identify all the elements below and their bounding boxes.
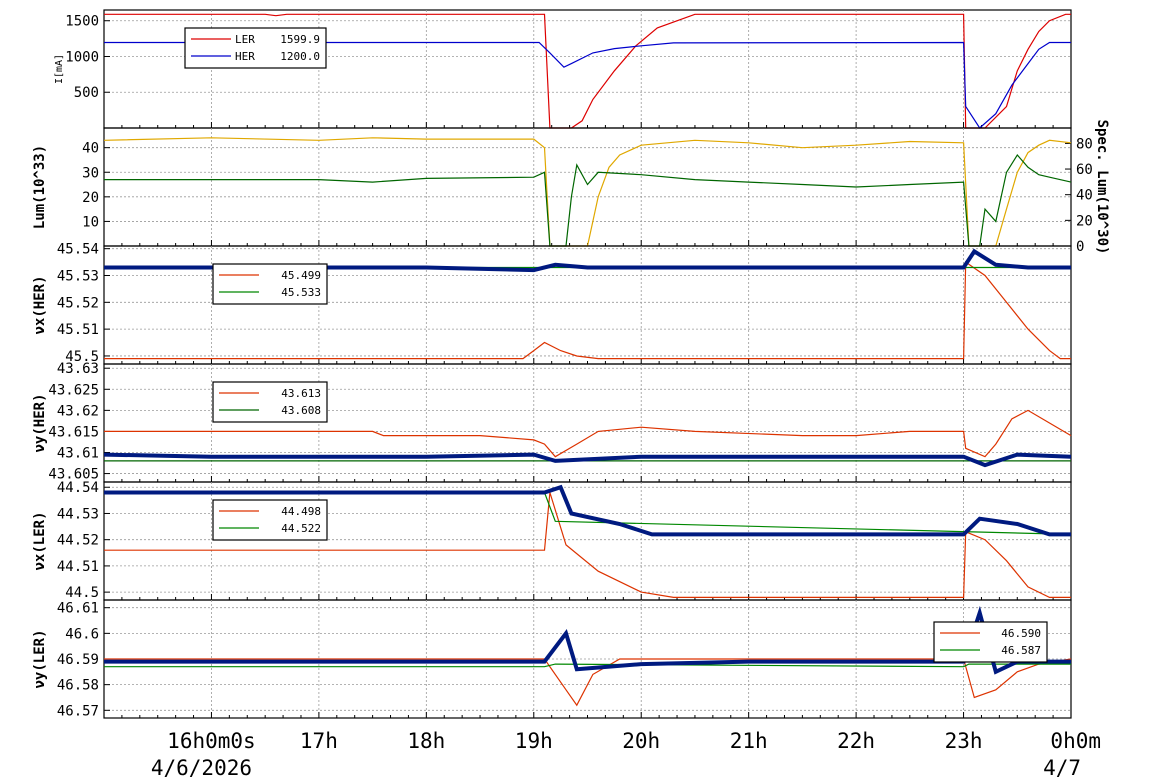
x-tick-label: 21h	[730, 729, 768, 753]
legend: 44.498 44.522	[212, 499, 328, 541]
x-tick-label: 22h	[837, 729, 875, 753]
y-tick-label: 45.51	[57, 322, 99, 338]
legend-value: 46.587	[1001, 644, 1041, 657]
y-tick-label: 1500	[65, 14, 99, 30]
panel-frame	[103, 127, 1072, 247]
y-axis-label: Lum(10^33)	[32, 145, 48, 229]
legend-value: 44.522	[281, 522, 321, 535]
x-tick-label: 16h0m0s	[167, 729, 256, 753]
y-tick-label: 43.61	[57, 446, 99, 462]
legend-value: 1200.0	[280, 50, 320, 63]
series-set-line	[104, 492, 1071, 598]
y-tick-label: 46.6	[65, 626, 99, 642]
x-tick-label: 19h	[515, 729, 553, 753]
series-data-dots	[103, 452, 1072, 468]
y-right-axis-label: Spec. Lum(10^30)	[1094, 120, 1110, 255]
y-tick-label: 43.63	[57, 361, 99, 377]
legend-box	[212, 499, 328, 541]
y-tick-label: 10	[82, 214, 99, 230]
legend: 45.499 45.533	[212, 263, 328, 305]
legend-value: 45.499	[281, 269, 321, 282]
y-tick-label: 45.5	[65, 349, 99, 365]
x-tick-label: 17h	[300, 729, 338, 753]
x-tick-label: 23h	[945, 729, 983, 753]
legend-value: 44.498	[281, 505, 321, 518]
panel-1: 500 1000 1500 I[mA] LER 1599.9 HER 1200.0	[54, 9, 1072, 129]
series-meas-line	[104, 663, 1071, 668]
series-Spec. Lum-line	[104, 153, 1072, 247]
legend-value: 46.590	[1001, 627, 1041, 640]
legend-box	[212, 263, 328, 305]
series-HER-line	[104, 41, 1071, 129]
x-date-label: 4/6/2026	[151, 756, 252, 780]
legend-value: 1599.9	[280, 33, 320, 46]
y-tick-label: 20	[82, 190, 99, 206]
x-axis: 16h0m0s 4/6/2026 17h 18h 19h 20h 21h 22h 23h 0h0m…	[151, 729, 1101, 780]
y-tick-label: 44.53	[57, 506, 99, 522]
series-data-dots	[104, 248, 1071, 273]
y-tick-label: 45.52	[57, 295, 99, 311]
legend-box	[212, 381, 328, 423]
y-tick-label: 44.5	[65, 585, 99, 601]
legend-series-name: LER	[235, 33, 255, 46]
legend-series-name: HER	[235, 50, 255, 63]
y-tick-label: 46.57	[57, 703, 99, 719]
y-tick-label: 46.59	[57, 652, 99, 668]
y-tick-label: 46.58	[57, 678, 99, 694]
x-date-label: 4/7	[1043, 756, 1081, 780]
legend-box	[933, 621, 1048, 663]
y-tick-label: 1000	[65, 49, 99, 65]
y-tick-label: 43.62	[57, 403, 99, 419]
panel-2: 10 20 30 40 0 20 40 60 80 Spec. Lum(10^30) Lum(10^…	[32, 120, 1110, 255]
y-axis-label: I[mA]	[54, 54, 65, 84]
legend: 43.613 43.608	[212, 381, 328, 423]
y-tick-label: 45.53	[57, 269, 99, 285]
legend-value: 43.608	[281, 404, 321, 417]
y-right-tick-label: 0	[1076, 239, 1084, 255]
y-axis-label: νy(HER)	[32, 393, 48, 452]
legend: LER 1599.9 HER 1200.0	[184, 27, 327, 69]
x-tick-label: 20h	[622, 729, 660, 753]
y-tick-label: 44.52	[57, 533, 99, 549]
y-right-tick-label: 60	[1076, 162, 1093, 178]
series-LER-line	[104, 13, 1071, 129]
y-tick-label: 43.605	[48, 467, 99, 483]
series-set-line	[104, 658, 1072, 707]
y-right-tick-label: 80	[1076, 136, 1093, 152]
y-tick-label: 44.51	[57, 559, 99, 575]
series-data-dots	[104, 484, 1071, 537]
legend-value: 43.613	[281, 387, 321, 400]
y-right-tick-label: 20	[1076, 213, 1093, 229]
y-tick-label: 40	[82, 141, 99, 157]
y-right-tick-label: 40	[1076, 188, 1093, 204]
y-tick-label: 46.61	[57, 601, 99, 617]
y-axis-label: νx(HER)	[32, 275, 48, 334]
legend-value: 45.533	[281, 286, 321, 299]
y-tick-label: 43.615	[48, 424, 99, 440]
y-tick-label: 30	[82, 165, 99, 181]
y-tick-label: 500	[74, 85, 99, 101]
series-set-line	[104, 260, 1071, 360]
y-tick-label: 45.54	[57, 242, 99, 258]
y-axis-label: νx(LER)	[32, 511, 48, 570]
series-set-line	[104, 409, 1072, 458]
legend-box	[184, 27, 327, 69]
panel-4: 43.605 43.61 43.615 43.62 43.625 43.63 νy(HER)…	[32, 361, 1072, 483]
x-tick-label: 0h0m	[1050, 729, 1101, 753]
y-axis-label: νy(LER)	[32, 629, 48, 688]
y-tick-label: 43.625	[48, 382, 99, 398]
y-tick-label: 44.54	[57, 480, 99, 496]
series-data-dots	[104, 605, 1071, 675]
x-tick-label: 18h	[407, 729, 445, 753]
legend: 46.590 46.587	[933, 621, 1048, 663]
series-Lum-line	[103, 137, 1072, 247]
